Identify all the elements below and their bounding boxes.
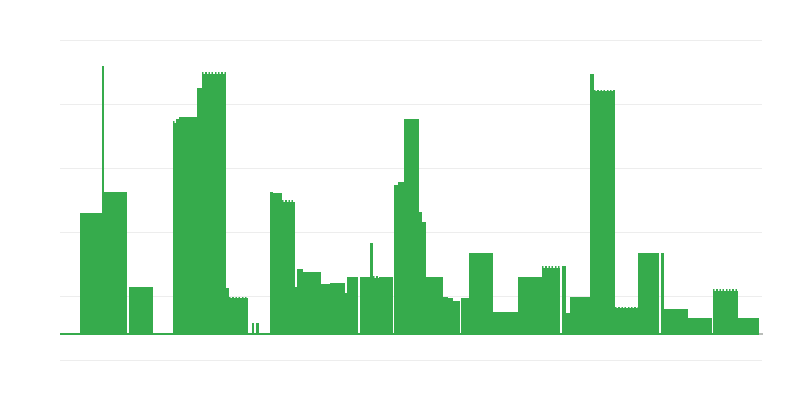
bar-teeth-edge xyxy=(372,276,379,278)
bar-segment xyxy=(347,277,358,335)
bar-segment xyxy=(570,296,590,335)
bar-segment xyxy=(281,201,295,335)
bar-segment xyxy=(663,309,688,335)
axis-end-tick xyxy=(759,333,764,335)
bar-segment xyxy=(403,119,419,335)
bar-segment xyxy=(447,298,453,335)
bar-segment xyxy=(418,211,422,335)
bar-segment xyxy=(321,284,330,335)
bar-segment xyxy=(129,287,154,335)
bar-segment xyxy=(80,212,102,335)
bar-segment xyxy=(270,191,273,335)
bar-segment xyxy=(251,323,255,335)
bar-segment xyxy=(426,277,443,335)
bar-segment xyxy=(226,288,229,335)
bar-segment xyxy=(461,298,469,335)
bar-segment xyxy=(443,297,448,335)
bar-segment xyxy=(737,317,760,335)
bar-segment xyxy=(590,73,594,335)
bar-segment xyxy=(228,298,248,335)
bar-segment xyxy=(330,283,345,335)
bar-segment xyxy=(372,277,379,335)
bar-teeth-edge xyxy=(228,296,248,299)
bar-segment xyxy=(101,66,105,335)
bar-segment xyxy=(493,311,519,335)
bar-segment xyxy=(468,252,493,335)
bar-segment xyxy=(303,272,321,335)
bar-segment xyxy=(295,287,297,335)
bar-teeth-edge xyxy=(172,121,176,123)
bar-segment xyxy=(256,323,260,335)
bar-segment xyxy=(393,185,398,335)
bar-segment xyxy=(370,243,373,335)
bar-segment xyxy=(172,122,176,335)
bar-segment xyxy=(615,308,639,335)
bar-segment xyxy=(197,88,202,335)
gridline xyxy=(60,40,762,41)
bar-segment xyxy=(566,313,570,335)
bar-segment xyxy=(359,277,371,335)
bar-segment xyxy=(397,181,404,335)
bar-segment xyxy=(518,277,542,335)
bar-segment xyxy=(541,267,560,335)
bar-segment xyxy=(593,91,615,335)
bar-segment xyxy=(661,252,664,335)
bar-teeth-edge xyxy=(593,89,615,92)
bar-segment xyxy=(378,277,394,335)
bar-segment xyxy=(104,191,128,335)
bar-segment xyxy=(176,119,179,335)
bar-segment xyxy=(712,290,738,335)
bar-teeth-edge xyxy=(281,200,295,202)
bar-segment xyxy=(272,193,282,335)
bar-segment xyxy=(561,265,566,335)
bar-segment xyxy=(345,293,347,335)
bar-segment xyxy=(452,301,460,335)
bar-segment xyxy=(687,317,713,335)
bar-segment xyxy=(297,269,304,335)
bar-segment xyxy=(422,221,426,335)
gridline xyxy=(60,360,762,361)
bar-teeth-edge xyxy=(615,306,639,309)
bar-segment xyxy=(179,116,197,335)
bar-teeth-edge xyxy=(202,72,226,74)
bar-segment xyxy=(638,252,659,335)
bar-teeth-edge xyxy=(541,266,560,268)
bar-teeth-edge xyxy=(712,289,738,291)
gridline xyxy=(60,104,762,105)
bar-segment xyxy=(202,73,226,335)
